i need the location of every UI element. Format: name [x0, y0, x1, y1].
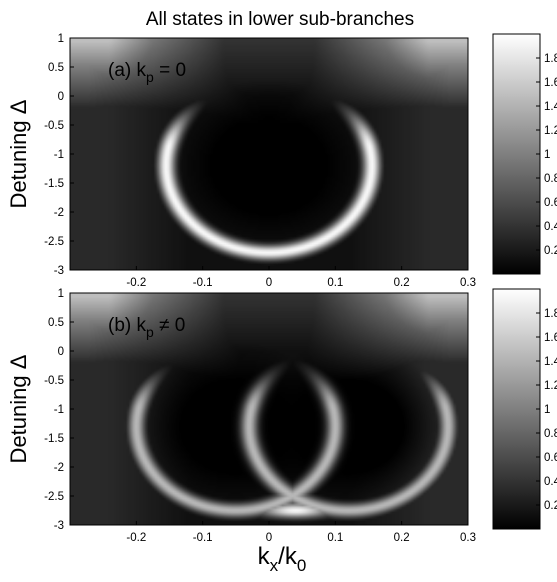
y-tick-label: -1: [54, 149, 64, 161]
colorbar-tick-label: 1.4: [544, 101, 557, 113]
colorbar-tick-label: 1.6: [544, 77, 557, 89]
colorbar-tick-label: 0.8: [544, 173, 557, 185]
y-tick-label: -2.5: [44, 491, 64, 503]
colorbar-tick-label: 0.6: [544, 197, 557, 209]
x-axis-label-slash: /k: [278, 543, 298, 570]
colorbar-tick-label: 1: [544, 149, 550, 161]
y-axis-label-panel-b: Detuning Δ: [6, 354, 31, 463]
y-tick-label: -1.5: [44, 178, 64, 190]
colorbar-tick-label: 0.4: [544, 476, 557, 488]
y-tick-label: 1: [58, 288, 64, 300]
y-tick-label: -2: [54, 462, 64, 474]
y-tick-label: -1: [54, 404, 64, 416]
x-axis-label-k: k: [258, 543, 271, 570]
colorbar-tick-label: 1: [544, 404, 550, 416]
y-tick-label: 0: [58, 91, 64, 103]
x-tick-label: 0.1: [327, 532, 343, 544]
colorbar-tick-label: 0.6: [544, 452, 557, 464]
heatmap-image-panel-b: [70, 293, 468, 525]
colorbar-tick-label: 0.4: [544, 221, 557, 233]
colorbar-panel-b: [492, 288, 541, 530]
x-tick-label: 0.3: [460, 277, 476, 289]
colorbar-tick-label: 0.8: [544, 428, 557, 440]
x-tick-label: -0.2: [126, 277, 146, 289]
y-tick-label: 1: [58, 33, 64, 45]
colorbar-tick-label: 1.6: [544, 332, 557, 344]
y-tick-label: 0: [58, 346, 64, 358]
figure-title: All states in lower sub-branches: [146, 9, 414, 30]
y-axis-label-panel-a: Detuning Δ: [6, 99, 31, 208]
colorbar-tick-label: 0.2: [544, 500, 557, 512]
x-axis-label-sub-0: 0: [297, 556, 306, 575]
x-axis-label-sub-x: x: [270, 556, 279, 575]
y-tick-label: -0.5: [44, 120, 64, 132]
x-tick-label: 0: [266, 277, 272, 289]
x-axis-label: kx/k0: [258, 543, 307, 575]
panel-annotation-a: (a) kp = 0: [108, 60, 186, 85]
colorbar-tick-label: 1.4: [544, 356, 557, 368]
x-tick-label: -0.2: [126, 532, 146, 544]
y-tick-label: -1.5: [44, 433, 64, 445]
y-tick-label: 0.5: [48, 62, 64, 74]
colorbar-tick-label: 1.2: [544, 125, 557, 137]
y-tick-label: -0.5: [44, 375, 64, 387]
x-tick-label: -0.1: [193, 277, 213, 289]
x-tick-label: 0: [266, 532, 272, 544]
colorbar-tick-label: 1.8: [544, 53, 557, 65]
panel-annotation-b: (b) kp ≠ 0: [108, 315, 185, 340]
heatmap-image-panel-a: [70, 38, 468, 270]
x-tick-label: 0.3: [460, 532, 476, 544]
y-tick-label: -3: [54, 265, 64, 277]
x-tick-label: 0.1: [327, 277, 343, 289]
colorbar-tick-label: 0.2: [544, 245, 557, 257]
colorbar-tick-label: 1.2: [544, 380, 557, 392]
colorbar-tick-label: 1.8: [544, 308, 557, 320]
x-tick-label: -0.1: [193, 532, 213, 544]
x-tick-label: 0.2: [394, 532, 410, 544]
y-tick-label: -2.5: [44, 236, 64, 248]
panel-b: 1 0.5 0 -0.5 -1 -1.5 -2 -2.5 -3 -0.2 -0.1 0 0.1 0.2 0.…: [6, 288, 557, 544]
panel-a: 1 0.5 0 -0.5 -1 -1.5 -2 -2.5 -3 -0.2 -0.1 0 0.1 0.2 0.…: [6, 33, 557, 289]
y-tick-label: -3: [54, 520, 64, 532]
y-tick-label: -2: [54, 207, 64, 219]
colorbar-panel-a: [492, 33, 541, 275]
y-tick-label: 0.5: [48, 317, 64, 329]
x-tick-label: 0.2: [394, 277, 410, 289]
